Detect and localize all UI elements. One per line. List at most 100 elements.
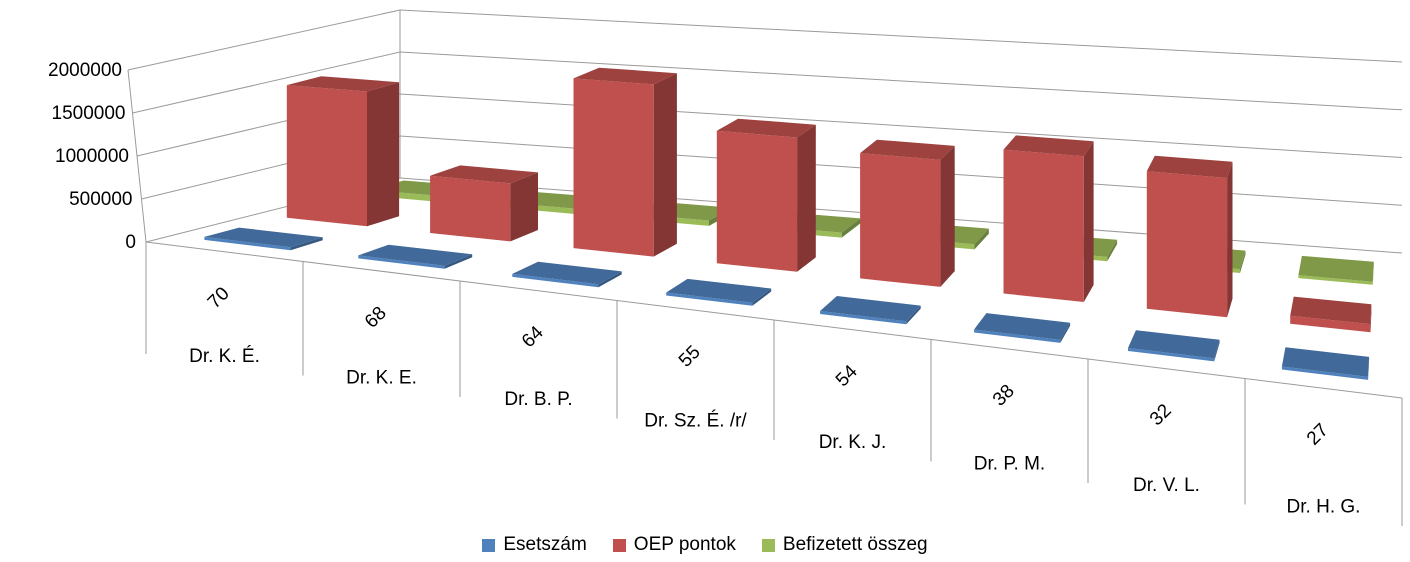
- bar-top: [1128, 330, 1220, 359]
- bar-front: [573, 78, 654, 257]
- bar-front: [286, 85, 367, 227]
- bar-side: [1214, 339, 1220, 362]
- bar-oep-pontok-dr-v-l: [1146, 155, 1233, 318]
- category-dr-k-e: 70 Dr. K. É.: [189, 283, 260, 367]
- bar-front: [1281, 366, 1369, 380]
- category-count-label: 32: [1146, 400, 1176, 430]
- bar-front: [716, 130, 798, 272]
- category-dr-p-m: 38 Dr. P. M.: [974, 381, 1045, 475]
- category-dr-sz-e-r: 55 Dr. Sz. É. /r/: [644, 342, 747, 432]
- y-tick-label-0: 0: [125, 232, 136, 253]
- legend-swatch-oep-pontok: [612, 538, 626, 552]
- category-name-label: Dr. H. G.: [1287, 496, 1361, 517]
- bar-front: [820, 311, 907, 325]
- category-dr-k-e: 68 Dr. K. E.: [346, 303, 417, 389]
- bar-front: [974, 329, 1061, 343]
- bar-oep-pontok-dr-k-j: [860, 139, 955, 287]
- legend-item-oep-pontok: OEP pontok: [612, 534, 736, 556]
- category-count-label: 27: [1303, 420, 1333, 450]
- bar-esetszam-dr-k-j: [820, 296, 921, 325]
- bar-side: [752, 288, 772, 306]
- category-count-label: 38: [989, 381, 1019, 411]
- bar-side: [1240, 250, 1246, 273]
- bar-front: [512, 273, 599, 288]
- bar-top: [716, 118, 816, 138]
- gridline-1000000: [136, 93, 1403, 158]
- bar-side: [906, 305, 921, 325]
- legend-swatch-befizetett-osszeg: [761, 538, 775, 552]
- bar-front: [1290, 315, 1371, 333]
- gridlines: [127, 9, 1403, 254]
- bar-side: [290, 237, 323, 251]
- category-dr-h-g: 27 Dr. H. G.: [1287, 420, 1361, 518]
- legend-label-esetszam: Esetszám: [503, 534, 587, 555]
- category-count-label: 55: [675, 342, 705, 372]
- bar-oep-pontok-dr-sz-e-r: [716, 118, 816, 272]
- bar-front: [1298, 275, 1373, 285]
- bar-front: [1146, 171, 1228, 318]
- bar-side: [1227, 161, 1233, 318]
- legend-item-esetszam: Esetszám: [482, 534, 587, 556]
- bar-top: [358, 244, 473, 266]
- bar-oep-pontok-dr-h-g: [1290, 296, 1372, 333]
- bar-side: [974, 228, 989, 250]
- bar-esetszam-dr-sz-e-r: [666, 278, 772, 306]
- bar-oep-pontok-dr-b-p: [573, 67, 677, 257]
- bar-side: [510, 172, 538, 242]
- bar-front: [1128, 348, 1215, 362]
- bar-top: [1298, 255, 1374, 282]
- bar-top: [1146, 155, 1233, 178]
- bar-front: [204, 236, 291, 251]
- bar-front: [1003, 149, 1084, 302]
- bar-side: [1372, 261, 1374, 285]
- category-name-label: Dr. K. É.: [189, 346, 260, 367]
- bars: [204, 67, 1374, 380]
- legend-label-oep-pontok: OEP pontok: [633, 534, 736, 555]
- category-name-label: Dr. Sz. É. /r/: [644, 410, 747, 431]
- bar-side: [1083, 141, 1094, 302]
- legend-label-befizetett-osszeg: Befizetett összeg: [782, 534, 928, 555]
- bar-front: [430, 175, 511, 242]
- bar-top: [204, 227, 323, 248]
- category-dr-v-l: 32 Dr. V. L.: [1133, 400, 1200, 496]
- bar-side: [1370, 304, 1372, 333]
- category-dr-b-p: 64 Dr. B. P.: [504, 322, 572, 410]
- bar-side: [598, 271, 622, 288]
- chart-plot: 0 500000 1000000 1500000 2000000 70 Dr. K. É. 6…: [48, 9, 1403, 526]
- bar-top: [512, 261, 622, 285]
- category-name-label: Dr. V. L.: [1133, 475, 1200, 496]
- bar-front: [666, 292, 753, 306]
- bar-side: [1368, 356, 1370, 380]
- y-tick-label-1500000: 1500000: [52, 103, 126, 124]
- category-count-label: 64: [518, 322, 548, 352]
- legend: Esetszám OEP pontok Befizetett összeg: [0, 534, 1410, 556]
- gridline-2000000: [127, 9, 1403, 71]
- bar-top: [1290, 296, 1372, 325]
- bar-top: [1003, 135, 1094, 157]
- bar-side: [1060, 322, 1071, 343]
- bar-side: [653, 73, 677, 257]
- bar-top: [430, 165, 538, 184]
- bar-top: [1281, 347, 1370, 377]
- category-count-label: 54: [832, 361, 862, 391]
- bar-top: [974, 313, 1071, 340]
- bar-side: [367, 82, 400, 227]
- bar-esetszam-dr-p-m: [974, 313, 1071, 343]
- bar-befizetett-osszeg-dr-h-g: [1298, 255, 1374, 285]
- bar-oep-pontok-dr-p-m: [1003, 135, 1094, 302]
- category-name-label: Dr. K. E.: [346, 367, 417, 388]
- y-tick-label-2000000: 2000000: [48, 60, 122, 81]
- bar-top: [820, 296, 921, 322]
- bar-top: [573, 67, 677, 85]
- bar-side: [797, 124, 816, 272]
- bar-side: [444, 254, 473, 269]
- bar-side: [1107, 239, 1118, 262]
- bar-top: [286, 76, 400, 92]
- category-name-label: Dr. P. M.: [974, 453, 1045, 474]
- bar-front: [860, 153, 941, 287]
- y-tick-label-500000: 500000: [69, 189, 132, 210]
- y-tick-label-1000000: 1000000: [55, 146, 129, 167]
- bar-esetszam-dr-k-e: [358, 244, 473, 269]
- bar-esetszam-dr-v-l: [1128, 330, 1220, 362]
- bar-side: [940, 145, 955, 287]
